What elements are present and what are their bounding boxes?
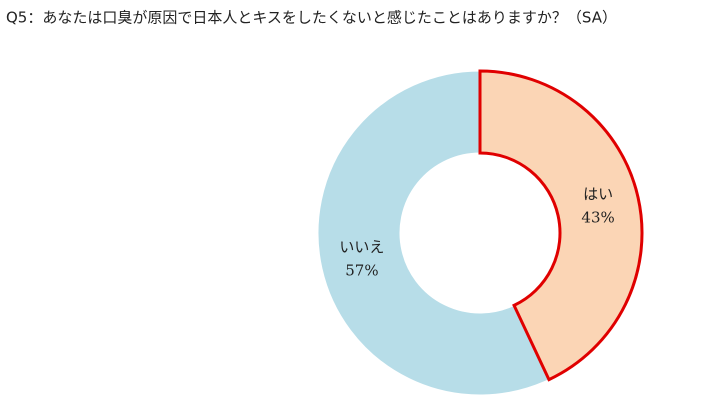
donut-slice (317, 70, 550, 396)
slice-category-label: いいえ (339, 238, 384, 256)
donut-slice (478, 69, 644, 382)
slice-value-label: 43% (581, 209, 614, 227)
chart-title: Q5：あなたは口臭が原因で日本人とキスをしたくないと感じたことはありますか？（S… (6, 9, 617, 27)
slice-category-label: はい (583, 185, 613, 203)
slice-value-label: 57% (345, 261, 378, 279)
